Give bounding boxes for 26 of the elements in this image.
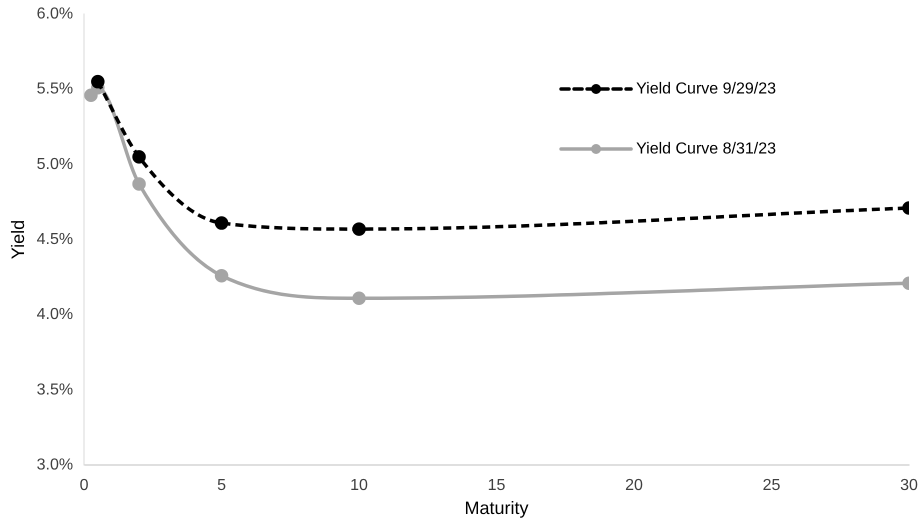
y-tick-label: 6.0% — [36, 5, 74, 22]
x-tick-label: 5 — [217, 477, 226, 494]
y-tick-label: 5.5% — [36, 80, 74, 98]
y-tick-label: 3.5% — [36, 381, 74, 398]
legend-label: Yield Curve 8/31/23 — [636, 140, 776, 158]
point — [214, 268, 228, 282]
x-tick-label: 20 — [625, 477, 644, 494]
y-tick-label: 4.0% — [36, 306, 74, 324]
x-tick-label: 10 — [350, 477, 368, 494]
y-tick-label: 5.0% — [36, 156, 74, 173]
y-tick-label: 3.0% — [36, 456, 74, 474]
point — [84, 88, 98, 102]
x-tick-label: 15 — [488, 477, 506, 494]
point — [352, 222, 366, 236]
x-tick-label: 30 — [900, 477, 918, 494]
x-tick-label: 0 — [80, 477, 89, 494]
point — [91, 74, 105, 88]
y-tick-label: 4.5% — [36, 231, 74, 248]
x-tick-label: 25 — [762, 477, 781, 494]
point — [132, 177, 146, 191]
x-axis-title: Maturity — [464, 498, 529, 518]
y-axis-title: Yield — [8, 220, 28, 260]
point — [352, 292, 366, 306]
point — [132, 150, 146, 164]
point — [214, 216, 228, 230]
legend-label: Yield Curve 9/29/23 — [636, 80, 776, 98]
